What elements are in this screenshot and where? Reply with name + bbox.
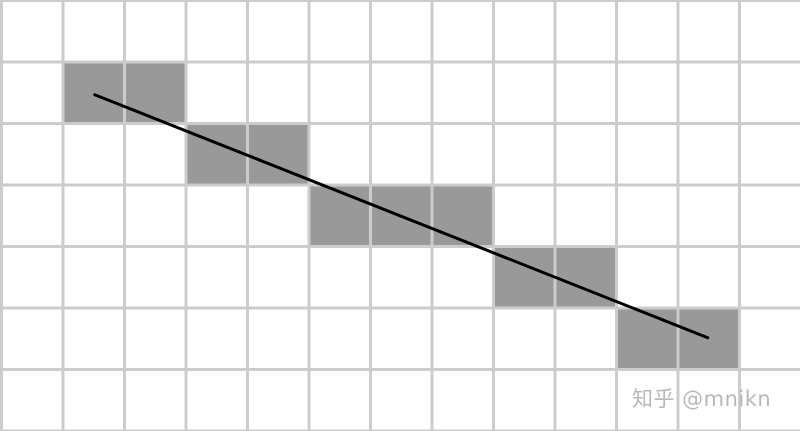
- filled-cell: [63, 62, 125, 124]
- filled-cell: [309, 185, 371, 247]
- line-segment: [93, 93, 710, 340]
- filled-cell: [186, 123, 248, 185]
- watermark: 知乎 @mnikn: [632, 387, 772, 411]
- filled-cell: [616, 308, 678, 370]
- filled-cell: [124, 62, 186, 124]
- filled-cell: [432, 185, 494, 247]
